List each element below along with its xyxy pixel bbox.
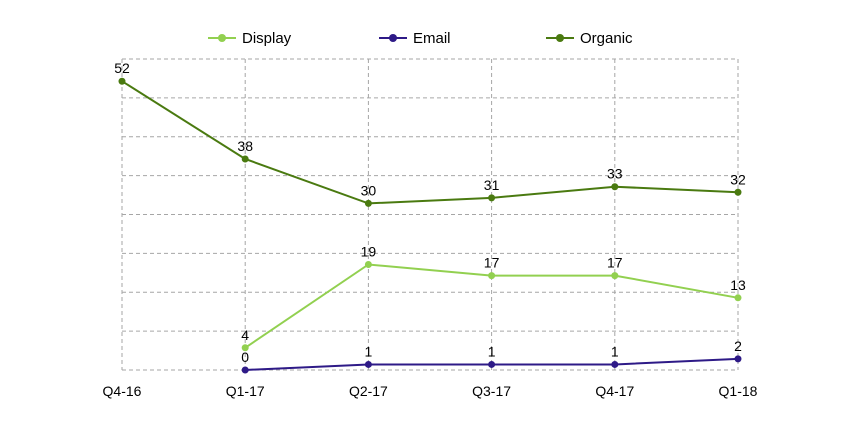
data-label-email: 1	[365, 343, 373, 359]
series-group	[118, 77, 742, 374]
data-label-display: 4	[241, 327, 249, 343]
data-label-email: 1	[488, 343, 496, 359]
data-point	[734, 188, 742, 196]
data-point	[241, 155, 249, 163]
data-point	[364, 199, 372, 207]
data-point	[241, 366, 249, 374]
data-point	[611, 183, 619, 191]
data-label-organic: 38	[237, 138, 253, 154]
data-label-email: 2	[734, 338, 742, 354]
data-point	[734, 294, 742, 302]
data-point	[488, 360, 496, 368]
x-tick-label: Q1-17	[226, 383, 265, 399]
legend-marker	[556, 34, 564, 42]
data-point	[364, 260, 372, 268]
x-tick-label: Q3-17	[472, 383, 511, 399]
data-point	[488, 194, 496, 202]
data-label-organic: 30	[361, 182, 377, 198]
data-point	[611, 272, 619, 280]
series-email	[241, 355, 742, 374]
series-display	[241, 260, 742, 352]
legend: Display Email Organic	[208, 30, 633, 47]
x-tick-label: Q2-17	[349, 383, 388, 399]
data-label-organic: 31	[484, 177, 500, 193]
legend-item-display: Display	[208, 30, 292, 47]
legend-label: Display	[242, 30, 292, 47]
legend-marker	[218, 34, 226, 42]
legend-item-email: Email	[379, 30, 451, 47]
data-point	[118, 77, 126, 85]
data-label-display: 19	[361, 243, 377, 259]
data-point	[488, 272, 496, 280]
data-labels: 4 19 17 17 13 0 1 1 1 2 52 38 30 31 33 32	[114, 60, 746, 365]
legend-label: Organic	[580, 30, 633, 47]
legend-label: Email	[413, 30, 451, 47]
series-organic	[118, 77, 742, 207]
data-label-email: 0	[241, 349, 249, 365]
data-point	[241, 344, 249, 352]
data-label-organic: 52	[114, 60, 130, 76]
x-tick-label: Q4-16	[103, 383, 142, 399]
x-tick-label: Q1-18	[719, 383, 758, 399]
data-label-email: 1	[611, 343, 619, 359]
data-point	[364, 360, 372, 368]
data-label-organic: 33	[607, 166, 623, 182]
data-point	[734, 355, 742, 363]
legend-marker	[389, 34, 397, 42]
data-point	[611, 360, 619, 368]
x-tick-label: Q4-17	[595, 383, 634, 399]
data-label-display: 13	[730, 277, 746, 293]
legend-item-organic: Organic	[546, 30, 633, 47]
data-label-display: 17	[607, 255, 623, 271]
x-axis-ticks: Q4-16 Q1-17 Q2-17 Q3-17 Q4-17 Q1-18	[103, 383, 758, 399]
data-label-display: 17	[484, 255, 500, 271]
data-label-organic: 32	[730, 171, 746, 187]
series-line-organic	[121, 80, 739, 205]
grid-lines	[121, 58, 739, 371]
